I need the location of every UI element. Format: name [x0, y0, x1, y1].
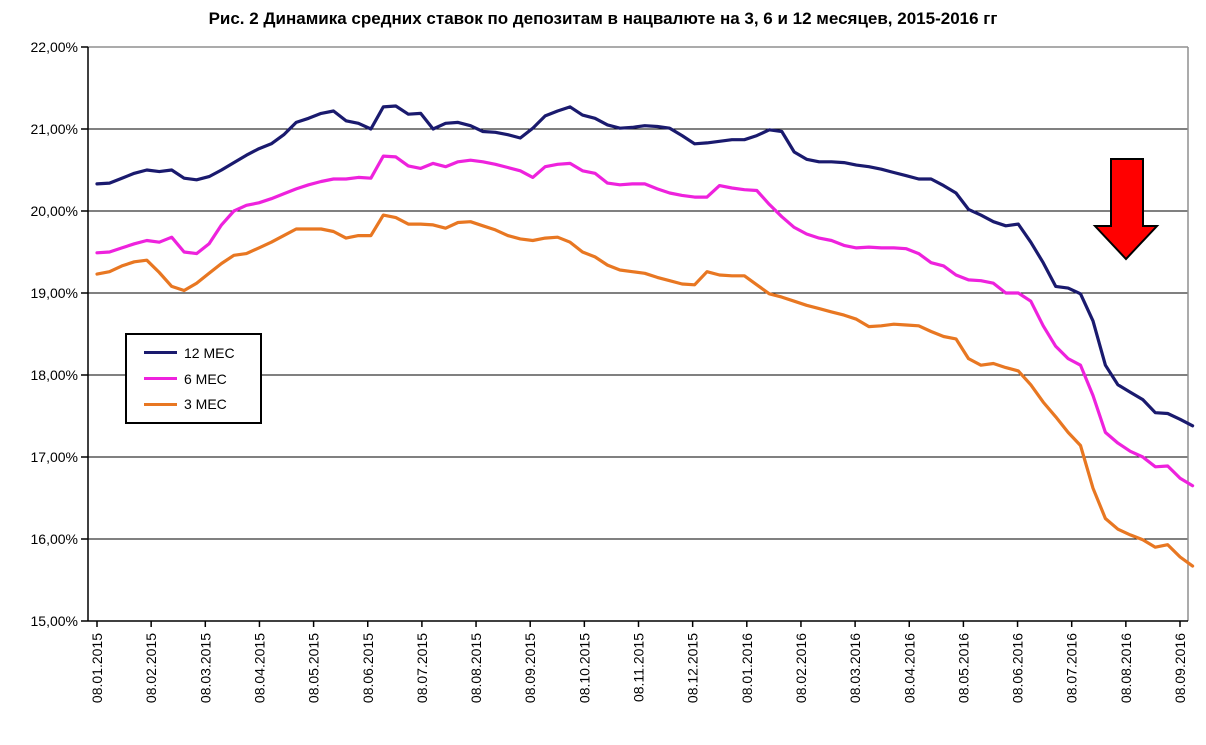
y-tick-label: 19,00% — [31, 285, 78, 301]
legend-line-swatch — [144, 351, 177, 355]
series-line-2 — [95, 154, 1195, 488]
series-line-1 — [95, 104, 1195, 428]
x-tick-label: 08.12.2015 — [685, 633, 701, 703]
legend-label: 3 МЕС — [184, 396, 227, 413]
legend-line-swatch — [144, 377, 177, 380]
x-tick-label: 08.07.2016 — [1064, 633, 1080, 703]
data-series — [95, 104, 1195, 568]
x-tick-label: 08.04.2016 — [901, 633, 917, 703]
x-tick-label: 08.11.2015 — [631, 633, 647, 702]
legend-item: 12 МЕС — [144, 345, 260, 361]
y-tick-label: 22,00% — [31, 39, 78, 55]
y-tick-label: 15,00% — [31, 613, 78, 629]
x-tick-label: 08.10.2015 — [576, 633, 592, 703]
legend-line-swatch — [144, 402, 177, 406]
x-tick-label: 08.03.2016 — [847, 633, 863, 703]
axes-and-ticks — [81, 46, 1188, 627]
x-tick-label: 08.07.2015 — [414, 633, 430, 703]
x-tick-label: 08.05.2016 — [955, 633, 971, 703]
x-tick-label: 08.01.2015 — [89, 633, 105, 703]
legend-item: 3 МЕС — [144, 396, 260, 412]
red-down-arrow-icon — [1092, 158, 1160, 261]
y-tick-label: 17,00% — [31, 449, 78, 465]
y-tick-label: 20,00% — [31, 203, 78, 219]
x-tick-label: 08.09.2015 — [522, 633, 538, 703]
tick-labels: 22,00% 21,00% 20,00% 19,00% 18,00% 17,00% 16,0… — [31, 39, 1188, 703]
x-tick-label: 08.08.2016 — [1118, 633, 1134, 703]
x-tick-label: 08.09.2016 — [1172, 633, 1188, 703]
y-tick-label: 18,00% — [31, 367, 78, 383]
chart-title: Рис. 2 Динамика средних ставок по депози… — [208, 9, 998, 28]
x-tick-label: 08.01.2016 — [739, 633, 755, 703]
y-tick-label: 21,00% — [31, 121, 78, 137]
x-tick-label: 08.08.2015 — [468, 633, 484, 703]
x-tick-label: 08.03.2015 — [197, 633, 213, 703]
plot-border — [88, 46, 1189, 621]
legend-item: 6 МЕС — [144, 371, 260, 387]
legend-label: 12 МЕС — [184, 344, 235, 361]
x-tick-label: 08.02.2015 — [143, 633, 159, 703]
legend: 12 МЕС 6 МЕС 3 МЕС — [125, 333, 262, 424]
legend-label: 6 МЕС — [184, 370, 227, 387]
series-line-3 — [95, 213, 1195, 568]
x-tick-label: 08.06.2015 — [360, 633, 376, 703]
y-tick-label: 16,00% — [31, 531, 78, 547]
x-tick-label: 08.02.2016 — [793, 633, 809, 703]
x-tick-label: 08.06.2016 — [1010, 633, 1026, 703]
x-tick-label: 08.05.2015 — [306, 633, 322, 703]
x-tick-label: 08.04.2015 — [251, 633, 267, 703]
